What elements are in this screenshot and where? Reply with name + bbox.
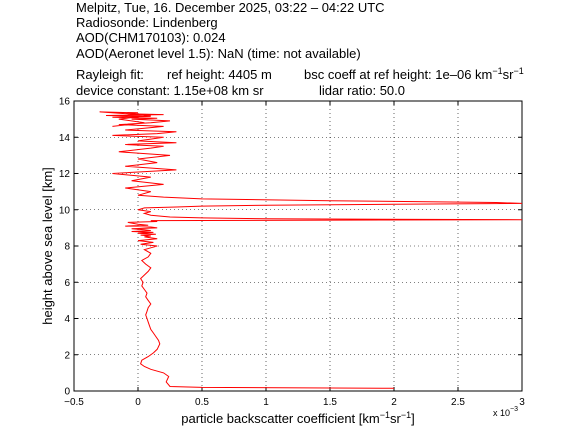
y-tick-label: 10: [59, 205, 71, 216]
y-tick-label: 8: [64, 242, 70, 253]
rayleigh-fit-label: Rayleigh fit:: [76, 67, 144, 82]
x-multiplier-base: x 10: [493, 408, 510, 418]
x-tick-label: 2.5: [451, 397, 465, 408]
y-tick-label: 16: [59, 97, 71, 108]
y-axis-label: height above sea level [km]: [40, 167, 55, 325]
x-tick-label: 0: [135, 397, 141, 408]
x-axis-label-prefix: particle backscatter coefficient [km: [181, 411, 379, 426]
x-tick-label: 0.5: [195, 397, 209, 408]
x-tick-label: 3: [519, 397, 525, 408]
y-tick-label: 0: [64, 387, 70, 398]
x-axis-label: particle backscatter coefficient [km−1sr…: [181, 410, 414, 426]
y-tick-label: 2: [64, 350, 70, 361]
title-aod-chm: AOD(CHM170103): 0.024: [76, 30, 226, 45]
y-tick-label: 6: [64, 278, 70, 289]
y-tick-label: 4: [64, 314, 70, 325]
title-location-time: Melpitz, Tue, 16. December 2025, 03:22 –…: [76, 0, 385, 15]
series-line: [99, 111, 523, 389]
bsc-coeff-sr: sr: [502, 67, 514, 82]
x-multiplier-exp: −3: [510, 406, 518, 413]
chart-grid: [74, 101, 522, 391]
y-tick-label: 14: [59, 133, 71, 144]
x-tick-label: 1.5: [323, 397, 337, 408]
x-tick-label: 2: [391, 397, 397, 408]
y-tick-label: 12: [59, 169, 71, 180]
bsc-coeff-label: bsc coeff at ref height: 1e–06 km−1sr−1: [304, 66, 524, 83]
device-constant-label: device constant: 1.15e+08 km sr: [76, 83, 264, 98]
ref-height-label: ref height: 4405 m: [167, 67, 272, 82]
x-tick-label: 1: [263, 397, 269, 408]
lidar-ratio-label: lidar ratio: 50.0: [319, 83, 405, 98]
x-tick-labels: −0.5 0 0.5 1 1.5 2 2.5 3: [64, 397, 525, 408]
x-axis-label-sr: sr: [390, 411, 402, 426]
x-tick-label: −0.5: [64, 397, 84, 408]
x-multiplier: x 10−3: [493, 406, 518, 418]
x-axis-label-suffix: ]: [411, 411, 415, 426]
y-tick-labels: 0 2 4 6 8 10 12 14 16: [59, 97, 71, 398]
title-radiosonde: Radiosonde: Lindenberg: [76, 15, 218, 30]
bsc-coeff-text: bsc coeff at ref height: 1e–06 km: [304, 67, 493, 82]
title-aod-aeronet: AOD(Aeronet level 1.5): NaN (time: not a…: [76, 46, 361, 61]
